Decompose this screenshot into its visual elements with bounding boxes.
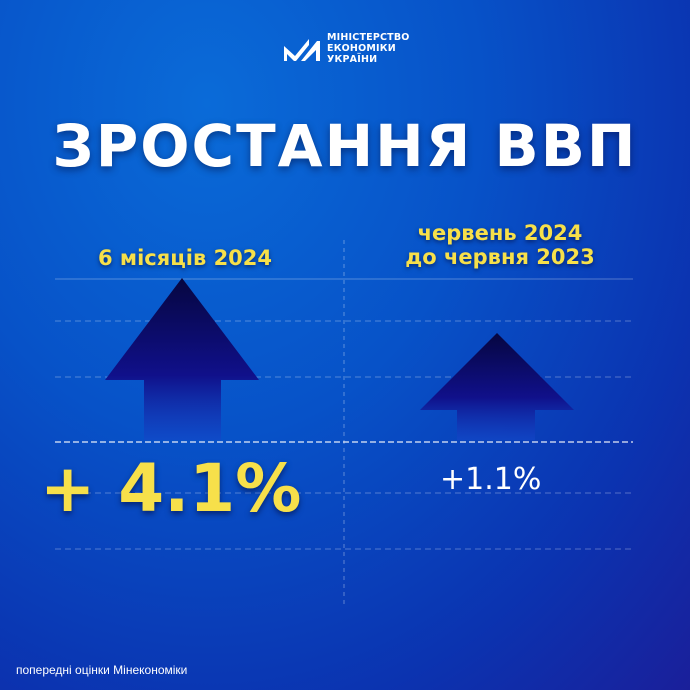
ministry-logo: МІНІСТЕРСТВО ЕКОНОМІКИ УКРАЇНИ	[283, 32, 410, 65]
logo-line-2: ЕКОНОМІКИ	[327, 43, 396, 54]
footnote: попередні оцінки Мінекономіки	[16, 663, 188, 677]
logo-line-1: МІНІСТЕРСТВО	[327, 32, 410, 43]
left-growth-value: + 4.1%	[40, 450, 302, 527]
page-title: ЗРОСТАННЯ ВВП	[52, 112, 638, 180]
right-period-label: червень 2024 до червня 2023	[370, 221, 630, 269]
ministry-logo-icon	[284, 38, 320, 61]
arrow-up-large-icon	[105, 278, 259, 440]
arrow-up-small-icon	[420, 333, 574, 440]
right-label-line-1: червень 2024	[417, 221, 583, 245]
right-growth-value: +1.1%	[440, 462, 542, 497]
left-period-label: 6 місяців 2024	[97, 246, 273, 270]
logo-line-3: УКРАЇНИ	[327, 54, 378, 65]
right-label-line-2: до червня 2023	[405, 245, 595, 269]
